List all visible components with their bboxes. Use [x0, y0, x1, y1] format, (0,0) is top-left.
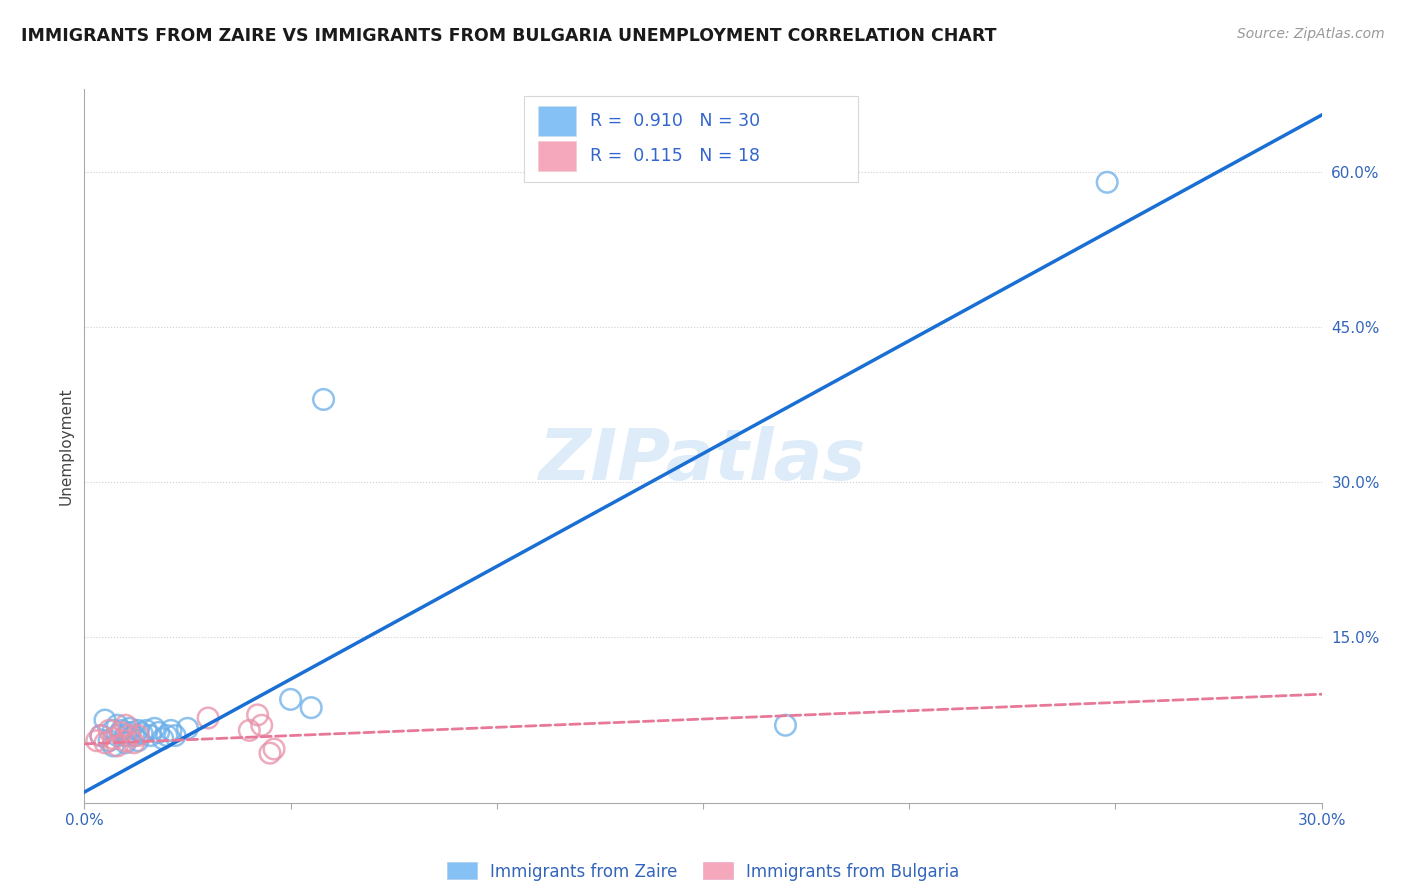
Point: [105, 718, 128, 732]
Point: [114, 733, 136, 747]
Point: [110, 723, 132, 738]
Point: [143, 722, 166, 736]
FancyBboxPatch shape: [523, 96, 858, 182]
Point: [263, 742, 285, 756]
Point: [118, 725, 141, 739]
Text: Source: ZipAtlas.com: Source: ZipAtlas.com: [1237, 27, 1385, 41]
Point: [98, 723, 121, 738]
Point: [103, 739, 125, 753]
Point: [118, 729, 141, 743]
Point: [114, 736, 136, 750]
Point: [312, 392, 335, 407]
Point: [246, 707, 269, 722]
Point: [135, 723, 157, 738]
Point: [165, 729, 187, 743]
Point: [148, 725, 170, 739]
Point: [94, 736, 117, 750]
Y-axis label: Unemployment: Unemployment: [58, 387, 73, 505]
Point: [299, 700, 322, 714]
Point: [90, 729, 112, 743]
Point: [156, 729, 179, 743]
Point: [105, 739, 128, 753]
Text: ZIPatlas: ZIPatlas: [540, 425, 866, 495]
Point: [114, 718, 136, 732]
Point: [775, 718, 797, 732]
Point: [238, 723, 260, 738]
Point: [1095, 175, 1118, 189]
Point: [250, 718, 273, 732]
Point: [127, 733, 149, 747]
Point: [127, 723, 149, 738]
Point: [122, 736, 145, 750]
Legend: Immigrants from Zaire, Immigrants from Bulgaria: Immigrants from Zaire, Immigrants from B…: [440, 855, 966, 888]
Point: [152, 731, 174, 746]
Point: [160, 723, 183, 738]
Point: [118, 722, 141, 736]
Point: [139, 729, 162, 743]
Text: R =  0.115   N = 18: R = 0.115 N = 18: [591, 147, 761, 165]
Point: [105, 729, 128, 743]
Point: [122, 729, 145, 743]
Point: [127, 729, 149, 743]
Point: [86, 733, 108, 747]
FancyBboxPatch shape: [538, 141, 575, 171]
Text: R =  0.910   N = 30: R = 0.910 N = 30: [591, 112, 761, 129]
Point: [94, 713, 117, 727]
Point: [98, 733, 121, 747]
Point: [103, 731, 125, 746]
Point: [90, 729, 112, 743]
Point: [176, 722, 198, 736]
Point: [197, 711, 219, 725]
Text: IMMIGRANTS FROM ZAIRE VS IMMIGRANTS FROM BULGARIA UNEMPLOYMENT CORRELATION CHART: IMMIGRANTS FROM ZAIRE VS IMMIGRANTS FROM…: [21, 27, 997, 45]
Point: [114, 729, 136, 743]
Point: [131, 726, 153, 740]
Point: [103, 723, 125, 738]
Point: [280, 692, 302, 706]
FancyBboxPatch shape: [538, 105, 575, 136]
Point: [259, 746, 281, 760]
Point: [110, 725, 132, 739]
